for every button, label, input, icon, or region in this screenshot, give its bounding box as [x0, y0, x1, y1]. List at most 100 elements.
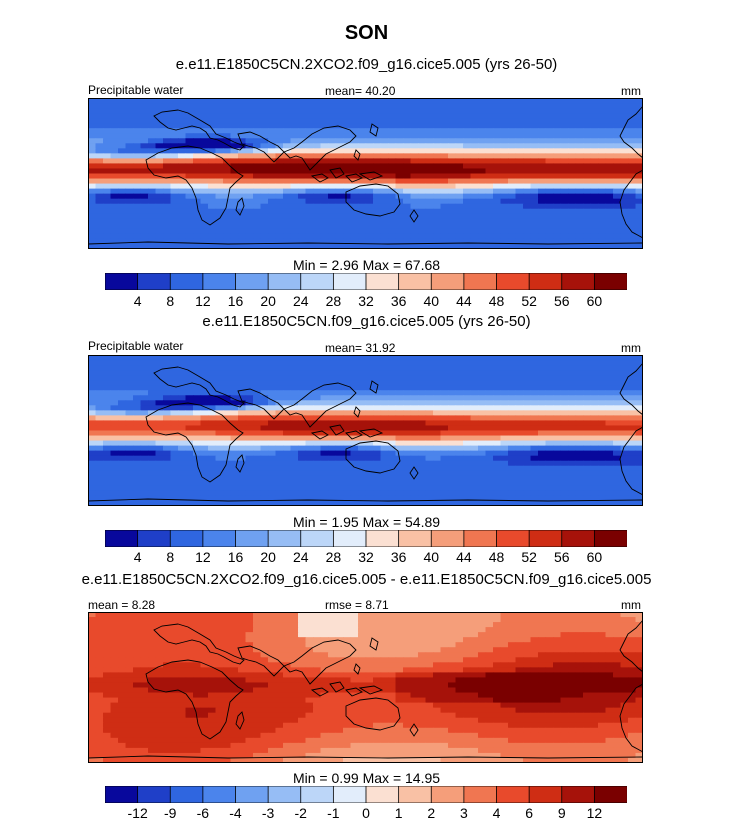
colorbar-tick-label: 24 [292, 549, 309, 565]
panel-1-mean-label: mean= 40.20 [325, 84, 396, 98]
colorbar-swatch [105, 273, 139, 290]
colorbar-swatch [267, 273, 302, 290]
colorbar-swatch [398, 273, 432, 290]
colorbar-swatch [528, 273, 563, 290]
colorbar-tick-label: 20 [260, 549, 276, 565]
colorbar-swatch [463, 273, 498, 290]
colorbar-tick-label: 24 [292, 293, 309, 309]
colorbar-swatch [593, 786, 627, 803]
colorbar-tick-label: 12 [195, 293, 211, 309]
colorbar-swatch [235, 273, 269, 290]
colorbar-tick-label: 60 [586, 549, 603, 565]
colorbar-tick-label: -2 [294, 805, 307, 821]
panel-1-colorbar [105, 273, 627, 290]
colorbar-swatch [561, 786, 596, 803]
map-frame [88, 612, 643, 763]
colorbar-swatch [593, 273, 627, 290]
colorbar-swatch [593, 530, 627, 547]
colorbar-tick-label: 56 [553, 549, 570, 565]
colorbar-swatch [202, 530, 237, 547]
colorbar-swatch [300, 530, 335, 547]
colorbar-tick-label: 20 [260, 293, 276, 309]
colorbar-tick-label: 28 [325, 549, 342, 565]
colorbar-tick-label: 40 [423, 549, 440, 565]
panel-2-variable-label: Precipitable water [88, 339, 184, 353]
colorbar-tick-label: 3 [459, 805, 468, 821]
colorbar-tick-label: -4 [229, 805, 242, 821]
figure-title: SON [344, 22, 389, 44]
colorbar-swatch [137, 786, 171, 803]
colorbar-swatch [267, 530, 302, 547]
panel-2-units-label: mm [621, 341, 641, 355]
panel-3-rmse-label: rmse = 8.71 [325, 598, 389, 612]
colorbar-swatch [105, 530, 139, 547]
colorbar-tick-label: 4 [492, 805, 501, 821]
colorbar-swatch [463, 786, 498, 803]
coastlines [88, 105, 643, 245]
colorbar-swatch [137, 273, 171, 290]
colorbar-tick-label: -12 [127, 805, 148, 821]
colorbar-swatch [332, 530, 367, 547]
colorbar-swatch [463, 530, 498, 547]
colorbar-tick-label: 28 [325, 293, 342, 309]
colorbar-swatch [332, 786, 367, 803]
colorbar-tick-label: 48 [488, 549, 505, 565]
colorbar-swatch [496, 786, 530, 803]
colorbar-swatch [398, 786, 432, 803]
panel-2-colorbar-labels: 4 8 12 16 20 24 28 32 36 40 44 48 52 56 60 [105, 549, 627, 567]
colorbar-swatch [235, 786, 269, 803]
colorbar-tick-label: 6 [525, 805, 534, 821]
panel-3-map [88, 612, 643, 763]
colorbar-tick-label: 40 [423, 293, 440, 309]
colorbar-tick-label: 4 [133, 293, 142, 309]
panel-2-mean-label: mean= 31.92 [325, 341, 396, 355]
colorbar-swatch [430, 530, 465, 547]
panel-2-subtitle: e.e11.E1850C5CN.f09_g16.cice5.005 (yrs 2… [202, 313, 531, 330]
panel-3-units-label: mm [621, 598, 641, 612]
panel-3-mean-label: mean = 8.28 [88, 598, 156, 612]
colorbar-swatch [137, 530, 171, 547]
colorbar-tick-label: -9 [164, 805, 177, 821]
colorbar-swatch [267, 786, 302, 803]
colorbar-swatch [398, 530, 432, 547]
colorbar-tick-label: 4 [133, 549, 142, 565]
colorbar-tick-label: 52 [521, 293, 537, 309]
colorbar-swatch [430, 273, 465, 290]
colorbar-swatch [202, 273, 237, 290]
colorbar-tick-label: -6 [196, 805, 210, 821]
coastlines [88, 619, 643, 759]
colorbar-swatch [528, 530, 563, 547]
colorbar-swatch [430, 786, 465, 803]
colorbar-tick-label: 8 [166, 293, 175, 309]
colorbar-tick-label: 9 [557, 805, 566, 821]
colorbar-tick-label: 16 [227, 549, 244, 565]
panel-1-colorbar-labels: 4 8 12 16 20 24 28 32 36 40 44 48 52 56 60 [105, 293, 627, 311]
panel-1-subtitle: e.e11.E1850C5CN.2XCO2.f09_g16.cice5.005 … [175, 56, 558, 73]
colorbar-tick-label: 60 [586, 293, 603, 309]
colorbar-tick-label: 36 [390, 549, 407, 565]
colorbar-swatch [365, 530, 400, 547]
colorbar-tick-label: 16 [227, 293, 244, 309]
panel-1-map [88, 98, 643, 249]
map-frame [88, 98, 643, 249]
colorbar-swatch [365, 273, 400, 290]
colorbar-swatch [561, 530, 596, 547]
colorbar-swatch [528, 786, 563, 803]
colorbar-tick-label: 44 [456, 549, 472, 565]
colorbar-swatch [300, 273, 335, 290]
panel-2-colorbar [105, 530, 627, 547]
colorbar-swatch [169, 273, 204, 290]
colorbar-tick-label: 44 [456, 293, 472, 309]
colorbar-swatch [235, 530, 269, 547]
colorbar-tick-label: -3 [261, 805, 275, 821]
colorbar-swatch [202, 786, 237, 803]
colorbar-swatch [169, 530, 204, 547]
colorbar-tick-label: 32 [358, 293, 374, 309]
colorbar-swatch [561, 273, 596, 290]
colorbar-swatch [300, 786, 335, 803]
colorbar-swatch [496, 273, 530, 290]
panel-1-units-label: mm [621, 84, 641, 98]
colorbar-swatch [105, 786, 139, 803]
colorbar-tick-label: 32 [358, 549, 374, 565]
colorbar-tick-label: 48 [488, 293, 505, 309]
